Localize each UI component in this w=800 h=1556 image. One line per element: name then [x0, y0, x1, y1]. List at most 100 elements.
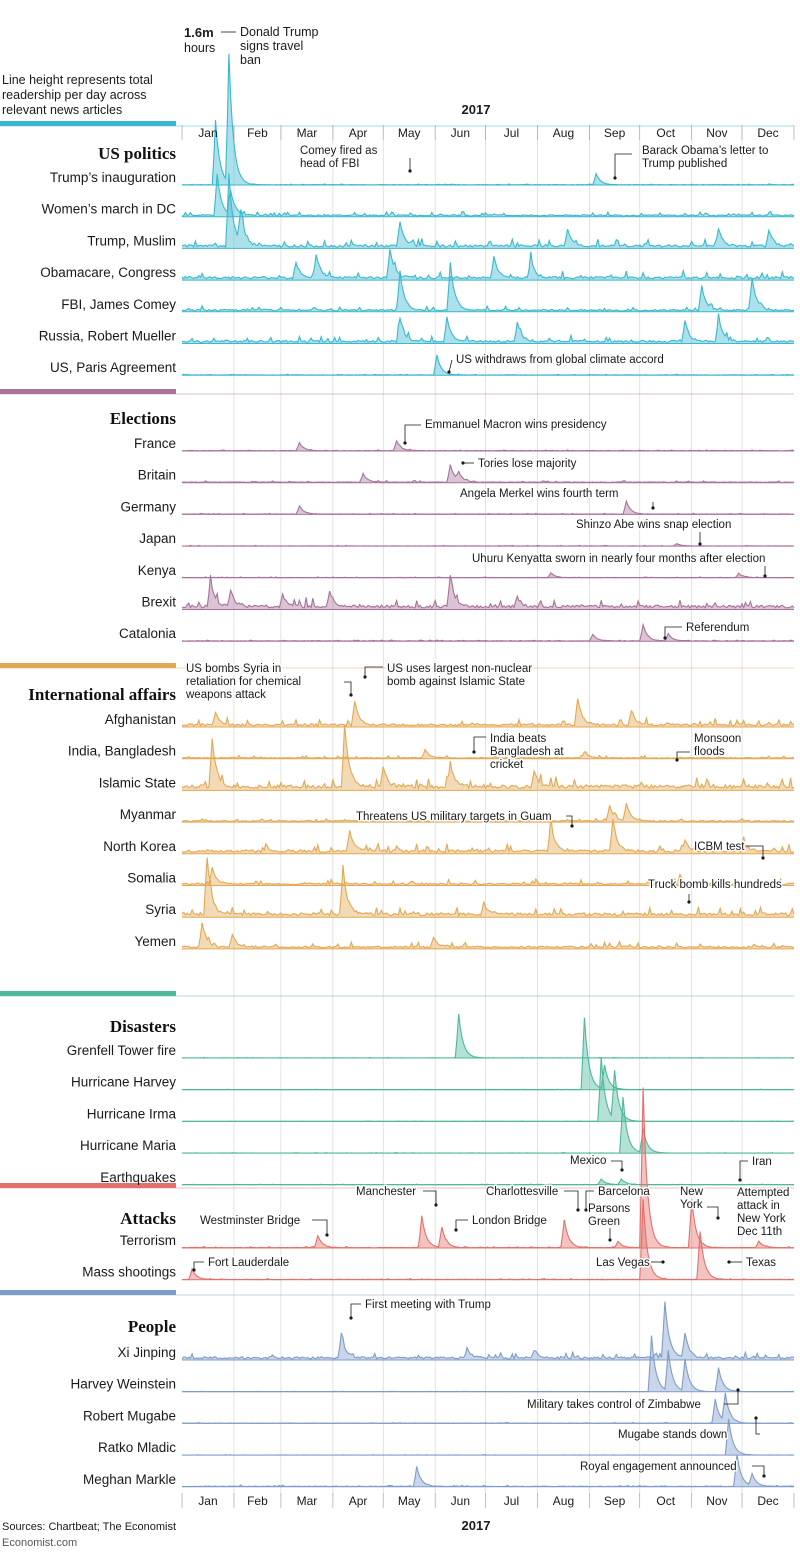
month-tick-top: Sep: [604, 126, 626, 140]
annotation-leader: [423, 1190, 437, 1205]
series-label: Ratko Mladic: [98, 1440, 176, 1455]
annotation-text: Barack Obama’s letter to Trump published: [642, 145, 768, 170]
annotation-dot: [608, 1238, 612, 1242]
annotation-leader: [611, 1160, 623, 1170]
annotation-text: Comey fired as head of FBI: [300, 145, 378, 170]
month-tick-bottom: Oct: [656, 1494, 675, 1508]
annotation-text: India beats Bangladesh at cricket: [490, 733, 564, 771]
annotation-text: Parsons Green: [588, 1203, 630, 1228]
series-line: [181, 313, 795, 344]
series-area: [182, 1017, 794, 1090]
group-title: Attacks: [120, 1209, 176, 1228]
series-label: Earthquakes: [100, 1170, 176, 1185]
series-line: [182, 1177, 795, 1186]
series-areas: [181, 53, 795, 1488]
series-line: [181, 803, 795, 823]
annotation-dot: [736, 1388, 740, 1392]
series-line: [181, 1301, 795, 1361]
annotation-dot: [762, 1474, 766, 1478]
annotation-dot: [754, 1416, 758, 1420]
series-line: [181, 748, 794, 760]
chart-note-text: Line height represents total readership p…: [2, 73, 153, 117]
annotation-leader: [364, 666, 383, 677]
series-label: Hurricane Harvey: [71, 1075, 176, 1090]
month-tick-bottom: Sep: [604, 1494, 626, 1508]
month-gridlines: [233, 125, 743, 1496]
annotation-leader: [473, 736, 486, 752]
month-tick-top: Nov: [706, 126, 727, 140]
series-area: [182, 922, 794, 949]
series-label: North Korea: [103, 839, 176, 854]
series-label: US, Paris Agreement: [50, 360, 176, 375]
annotation-dot: [761, 856, 765, 860]
month-tick-bottom: Feb: [247, 1494, 268, 1508]
month-tick-top: Mar: [297, 126, 318, 140]
source-note: Sources: Chartbeat; The Economist: [2, 1521, 176, 1533]
series-label: Somalia: [127, 871, 176, 886]
series-label: Catalonia: [119, 626, 177, 641]
annotation-dot: [698, 542, 702, 546]
series-labels: US politics Trump’s inauguration Women’s m…: [28, 144, 176, 1487]
series-label: Russia, Robert Mueller: [39, 329, 177, 344]
annotation-text: Texas: [746, 1257, 776, 1269]
annotation-leader: [724, 1390, 739, 1405]
scale-event-text: Donald Trump signs travel ban: [240, 25, 319, 67]
group-band: [0, 121, 176, 126]
annotation-text: Charlottesville: [486, 1186, 558, 1198]
annotation-text: Military takes control of Zimbabwe: [527, 1399, 701, 1411]
annotation-dot: [472, 750, 476, 754]
series-area: [182, 1013, 794, 1058]
annotation-dot: [349, 1316, 353, 1320]
annotation-dot: [716, 1216, 720, 1220]
month-tick-top: Jul: [504, 126, 519, 140]
annotation-dot: [349, 693, 353, 697]
series-label: Hurricane Irma: [87, 1106, 177, 1121]
annotation-dot: [763, 574, 767, 578]
annotation-text: Royal engagement announced: [580, 1461, 737, 1473]
annotation-dot: [738, 1178, 742, 1182]
annotation-dot: [408, 169, 412, 173]
series-label: Harvey Weinstein: [70, 1377, 176, 1392]
month-tick-bottom: Aug: [553, 1494, 574, 1508]
scale-unit: hours: [184, 41, 215, 55]
annotation-text: Monsoon floods: [694, 733, 741, 758]
series-label: Women’s march in DC: [41, 202, 176, 217]
annotation-text: Fort Lauderdale: [208, 1257, 289, 1269]
group-title: Elections: [110, 409, 176, 428]
series-line: [182, 1392, 794, 1424]
annotation-leader: [404, 424, 421, 443]
annotation-dot: [687, 900, 691, 904]
annotation-leader: [664, 626, 682, 638]
annotation-text: Truck bomb kills hundreds: [648, 879, 782, 891]
annotation-leader: [448, 359, 453, 373]
annotation-text: First meeting with Trump: [365, 1299, 491, 1311]
month-tick-bottom: May: [398, 1494, 421, 1508]
group-bands: [0, 121, 794, 1296]
month-tick-bottom: Jun: [451, 1494, 470, 1508]
annotation-dot: [661, 1260, 665, 1264]
month-tick-top: Jun: [451, 126, 470, 140]
series-label: India, Bangladesh: [68, 744, 176, 759]
series-label: Trump, Muslim: [87, 233, 176, 248]
series-line: [181, 574, 795, 610]
annotation-leader: [193, 1261, 204, 1270]
annotation-text: Mugabe stands down: [618, 1429, 727, 1441]
annotation-text: Shinzo Abe wins snap election: [576, 519, 731, 531]
annotation-text: ICBM test: [694, 841, 745, 853]
series-line: [181, 815, 795, 854]
month-tick-bottom: Mar: [297, 1494, 318, 1508]
series-line: [181, 439, 795, 452]
series-line: [181, 1013, 795, 1059]
month-tick-top: Feb: [247, 126, 268, 140]
series-area: [182, 249, 794, 281]
annotation-text: Angela Merkel wins fourth term: [460, 488, 619, 500]
annotation-leader: [707, 1206, 719, 1218]
annotation-text: Tories lose majority: [478, 458, 577, 470]
month-tick-top: Dec: [757, 126, 778, 140]
month-tick-top: Apr: [349, 126, 368, 140]
annotation-dot: [651, 506, 655, 510]
annotation-text: Barcelona: [598, 1186, 650, 1198]
month-tick-bottom: Dec: [757, 1494, 778, 1508]
annotation-text: Mexico: [570, 1155, 606, 1167]
